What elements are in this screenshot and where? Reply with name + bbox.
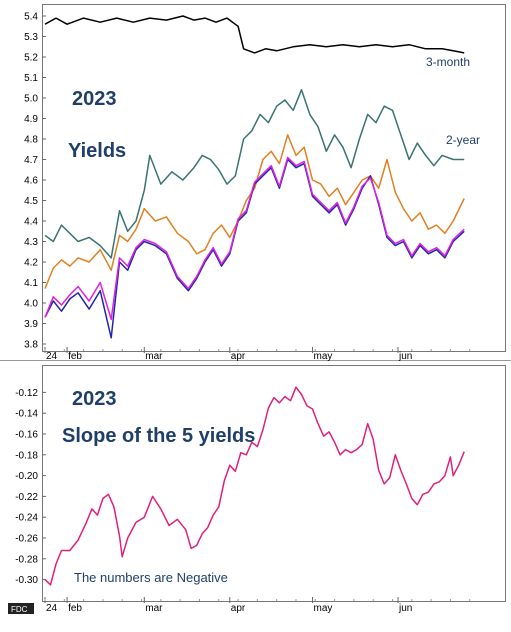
top-series-group: [44, 15, 465, 339]
top-y-tick-label: 3.8: [24, 340, 38, 351]
footer-tag: FDC: [11, 605, 28, 614]
bottom-x-tick-label: mar: [145, 603, 163, 614]
bottom-series-line-0: [44, 386, 465, 586]
top-x-tick-label: 24: [46, 351, 58, 362]
top-y-tick-label: 4.5: [24, 196, 38, 207]
top-panel-year: 2023: [72, 88, 117, 110]
top-series-line-2: [44, 134, 465, 289]
top-x-tick-label: may: [314, 351, 333, 362]
top-y-tick-label: 5.2: [24, 53, 38, 64]
bottom-y-tick-label: -0.18: [15, 450, 38, 461]
bottom-panel-frame: [42, 365, 506, 602]
bottom-y-tick-label: -0.26: [15, 534, 38, 545]
bottom-y-tick-label: -0.12: [15, 388, 38, 399]
bottom-x-tick-label: apr: [231, 603, 246, 614]
series-label-3-month: 3-month: [426, 55, 470, 69]
top-y-tick-label: 4.6: [24, 176, 38, 187]
top-y-tick-label: 5.1: [24, 73, 38, 84]
bottom-x-tick-label: 24: [46, 603, 58, 614]
bottom-y-tick-label: -0.20: [15, 471, 38, 482]
top-y-tick-label: 4.4: [24, 217, 38, 228]
top-y-tick-label: 4.1: [24, 278, 38, 289]
bottom-panel-title: Slope of the 5 yields: [62, 425, 255, 447]
bottom-x-tick-label: feb: [68, 603, 82, 614]
top-y-tick-label: 4.9: [24, 114, 38, 125]
top-y-axis: 5.4 5.3 5.2 5.1 5.0 4.9 4.8 4.7 4.6 4.5 4.4 4.3 4.2 4…: [24, 12, 46, 351]
bottom-y-tick-label: -0.28: [15, 554, 38, 565]
bottom-y-tick-label: -0.14: [15, 409, 38, 420]
top-x-tick-label: feb: [68, 351, 82, 362]
top-x-tick-label: apr: [231, 351, 246, 362]
bottom-y-tick-label: -0.16: [15, 430, 38, 441]
top-y-tick-label: 4.2: [24, 258, 38, 269]
top-y-tick-label: 4.0: [24, 299, 38, 310]
top-series-line-0: [44, 15, 465, 54]
bottom-y-axis: -0.12 -0.14 -0.16 -0.18 -0.20 -0.22 -0.24 -0.26…: [15, 388, 46, 586]
bottom-x-tick-label: may: [314, 603, 333, 614]
bottom-y-tick-label: -0.30: [15, 575, 38, 586]
top-y-tick-label: 4.3: [24, 237, 38, 248]
top-series-line-4: [44, 156, 465, 321]
bottom-y-tick-label: -0.24: [15, 513, 38, 524]
top-series-line-1: [44, 89, 465, 259]
top-y-tick-label: 4.8: [24, 135, 38, 146]
series-label-2-year: 2-year: [446, 133, 480, 147]
top-y-tick-label: 5.0: [24, 94, 38, 105]
bottom-y-tick-label: -0.22: [15, 492, 38, 503]
top-x-tick-label: mar: [145, 351, 163, 362]
bottom-series-group: [44, 386, 465, 586]
negative-note: The numbers are Negative: [74, 570, 228, 585]
top-y-tick-label: 4.7: [24, 155, 38, 166]
top-y-tick-label: 5.3: [24, 32, 38, 43]
bottom-x-tick-label: jun: [398, 603, 412, 614]
top-panel-title: Yields: [68, 140, 126, 162]
footer-tag-box: [8, 603, 34, 614]
bottom-panel-year: 2023: [72, 388, 117, 410]
top-x-tick-label: jun: [398, 351, 412, 362]
top-x-axis: 24 feb mar apr may jun: [44, 347, 471, 362]
top-y-tick-label: 5.4: [24, 12, 38, 23]
bottom-x-axis: 24 feb mar apr may jun: [44, 597, 471, 614]
top-panel-frame: [42, 4, 506, 352]
top-y-tick-label: 3.9: [24, 319, 38, 330]
